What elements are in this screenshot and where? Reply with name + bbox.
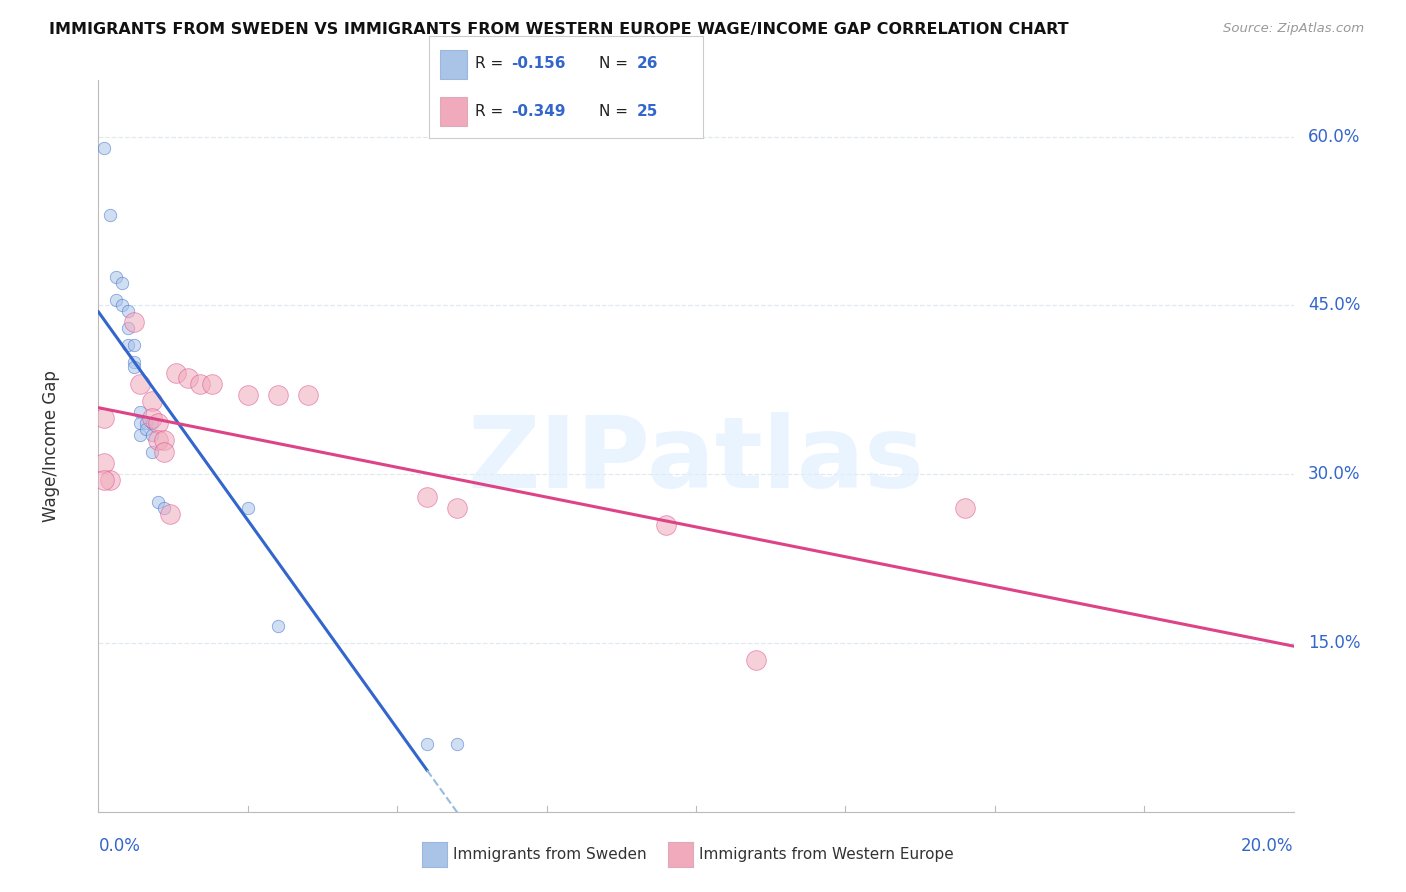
Point xyxy=(93,410,115,425)
Text: 25: 25 xyxy=(637,103,658,119)
Text: 20.0%: 20.0% xyxy=(1241,838,1294,855)
Point xyxy=(446,500,468,515)
Point xyxy=(105,270,128,285)
Point xyxy=(93,473,115,487)
Point xyxy=(93,456,115,470)
Point xyxy=(93,141,115,155)
Text: 30.0%: 30.0% xyxy=(1308,465,1361,483)
Point xyxy=(141,427,163,442)
Point xyxy=(148,495,170,509)
Point xyxy=(153,500,176,515)
Point xyxy=(141,410,163,425)
Point xyxy=(148,417,170,431)
Point xyxy=(297,388,319,402)
Point xyxy=(117,337,139,351)
Text: -0.349: -0.349 xyxy=(512,103,565,119)
Point xyxy=(153,434,176,448)
Point xyxy=(124,354,146,368)
Point xyxy=(201,377,224,392)
Text: IMMIGRANTS FROM SWEDEN VS IMMIGRANTS FROM WESTERN EUROPE WAGE/INCOME GAP CORRELA: IMMIGRANTS FROM SWEDEN VS IMMIGRANTS FRO… xyxy=(49,22,1069,37)
Text: Immigrants from Sweden: Immigrants from Sweden xyxy=(453,847,647,862)
Point xyxy=(98,473,122,487)
Point xyxy=(236,388,259,402)
Text: Wage/Income Gap: Wage/Income Gap xyxy=(42,370,59,522)
Text: ZIPatlas: ZIPatlas xyxy=(468,412,924,509)
Point xyxy=(165,366,187,380)
Text: 0.0%: 0.0% xyxy=(98,838,141,855)
Text: Source: ZipAtlas.com: Source: ZipAtlas.com xyxy=(1223,22,1364,36)
Point xyxy=(188,377,211,392)
Point xyxy=(416,737,439,751)
Point xyxy=(141,394,163,409)
Point xyxy=(117,321,139,335)
Text: 60.0%: 60.0% xyxy=(1308,128,1360,145)
Text: -0.156: -0.156 xyxy=(512,56,565,71)
Point xyxy=(135,417,157,431)
Point xyxy=(129,405,152,419)
Point xyxy=(267,388,290,402)
Point xyxy=(953,500,976,515)
Point xyxy=(141,417,163,431)
Point xyxy=(105,293,128,307)
Point xyxy=(177,371,200,385)
Text: 15.0%: 15.0% xyxy=(1308,634,1361,652)
FancyBboxPatch shape xyxy=(440,97,467,126)
Point xyxy=(135,422,157,436)
Point xyxy=(655,517,678,532)
Point xyxy=(159,507,181,521)
Text: Immigrants from Western Europe: Immigrants from Western Europe xyxy=(699,847,953,862)
Text: 45.0%: 45.0% xyxy=(1308,296,1360,314)
Point xyxy=(141,444,163,458)
Text: N =: N = xyxy=(599,56,633,71)
Point xyxy=(124,315,146,329)
Point xyxy=(446,737,468,751)
Point xyxy=(129,417,152,431)
Point xyxy=(124,337,146,351)
Text: N =: N = xyxy=(599,103,633,119)
Point xyxy=(124,360,146,375)
Point xyxy=(111,276,134,290)
Point xyxy=(236,500,259,515)
Point xyxy=(111,298,134,312)
Point xyxy=(745,653,768,667)
Point xyxy=(129,377,152,392)
Point xyxy=(129,427,152,442)
Point xyxy=(267,619,290,633)
FancyBboxPatch shape xyxy=(440,50,467,78)
Text: R =: R = xyxy=(475,56,509,71)
Point xyxy=(117,304,139,318)
Point xyxy=(416,490,439,504)
Point xyxy=(148,434,170,448)
Point xyxy=(98,208,122,222)
Text: R =: R = xyxy=(475,103,509,119)
Text: 26: 26 xyxy=(637,56,658,71)
Point xyxy=(153,444,176,458)
